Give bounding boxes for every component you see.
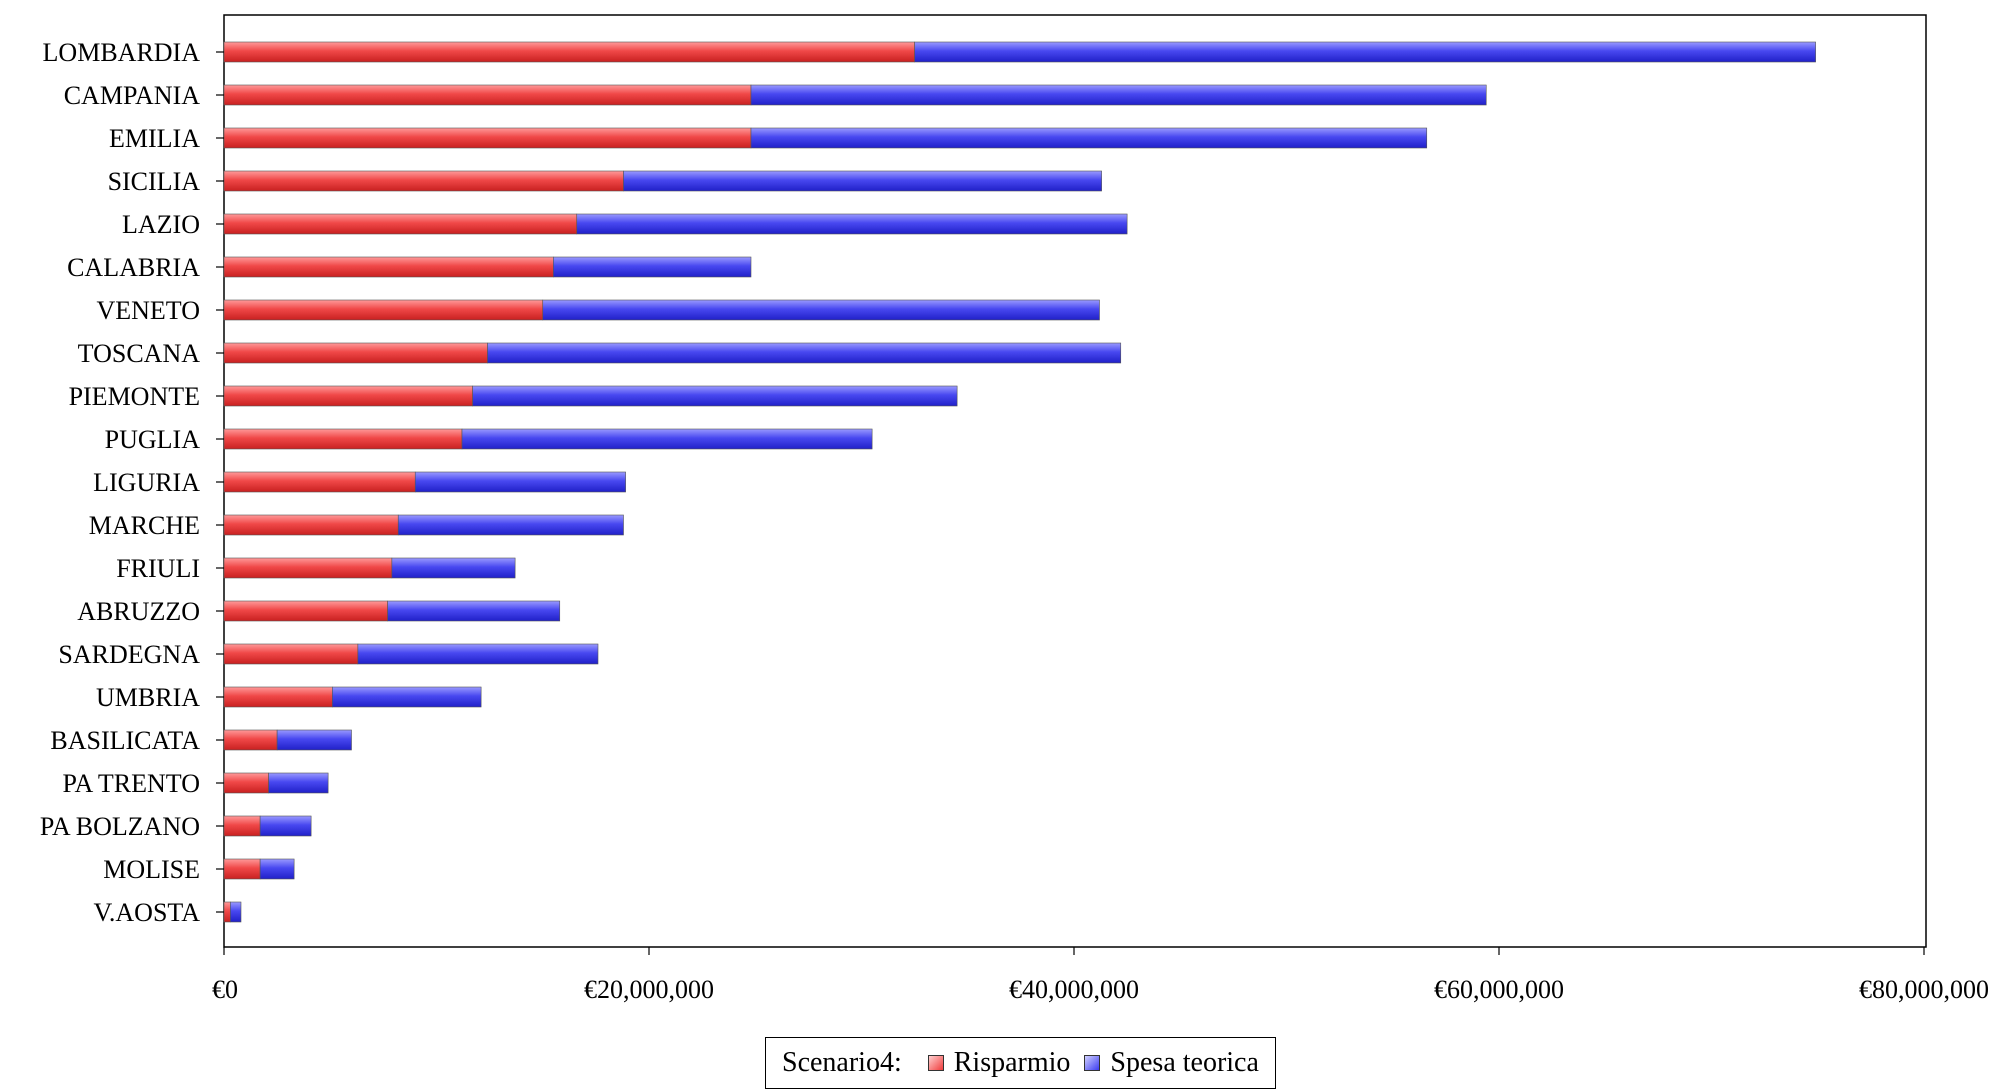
bar-abruzzo-spesa-teorica xyxy=(387,600,561,622)
category-label-sardegna: SARDEGNA xyxy=(58,640,200,669)
legend-label-risparmio: Risparmio xyxy=(953,1047,1071,1078)
bar-sardegna-risparmio xyxy=(223,643,359,665)
x-axis: €0 €20,000,000 €40,000,000 €60,000,000 €80,0… xyxy=(212,947,1989,1004)
category-label-molise: MOLISE xyxy=(103,855,200,884)
bar-veneto-spesa-teorica xyxy=(542,299,1100,321)
category-label-sicilia: SICILIA xyxy=(108,167,201,196)
bar-veneto-risparmio xyxy=(223,299,544,321)
category-label-puglia: PUGLIA xyxy=(105,425,201,454)
bar-toscana-risparmio xyxy=(223,342,488,364)
legend-label-spesa-teorica: Spesa teorica xyxy=(1110,1047,1259,1078)
legend-title: Scenario4: xyxy=(782,1047,902,1078)
bar-basilicata-risparmio xyxy=(223,729,278,751)
category-label-emilia: EMILIA xyxy=(109,124,200,153)
category-label-lombardia: LOMBARDIA xyxy=(43,38,201,67)
bar-pa-bolzano-risparmio xyxy=(223,815,261,837)
bar-pa-trento-spesa-teorica xyxy=(268,772,329,794)
bar-lombardia-spesa-teorica xyxy=(914,41,1816,63)
bar-pa-bolzano-spesa-teorica xyxy=(259,815,312,837)
x-tick-label-4: €80,000,000 xyxy=(1859,975,1989,1004)
bar-molise-spesa-teorica xyxy=(259,858,295,880)
bar-piemonte-spesa-teorica xyxy=(472,385,958,407)
legend-entry-risparmio: Risparmio xyxy=(927,1047,1071,1079)
category-label-campania: CAMPANIA xyxy=(64,81,201,110)
bar-lazio-risparmio xyxy=(223,213,578,235)
category-label-v-aosta: V.AOSTA xyxy=(93,898,200,927)
bar-friuli-spesa-teorica xyxy=(391,557,516,579)
bar-puglia-spesa-teorica xyxy=(461,428,873,450)
category-label-lazio: LAZIO xyxy=(122,210,200,239)
category-label-piemonte: PIEMONTE xyxy=(69,382,200,411)
bar-sardegna-spesa-teorica xyxy=(357,643,599,665)
bars-group xyxy=(223,41,1816,923)
bar-basilicata-spesa-teorica xyxy=(276,729,352,751)
bar-v-aosta-spesa-teorica xyxy=(230,901,242,923)
legend-entry-spesa-teorica: Spesa teorica xyxy=(1084,1047,1259,1079)
bar-umbria-risparmio xyxy=(223,686,333,708)
category-label-calabria: CALABRIA xyxy=(67,253,200,282)
bar-toscana-spesa-teorica xyxy=(487,342,1122,364)
bar-liguria-risparmio xyxy=(223,471,416,493)
category-labels: LOMBARDIA CAMPANIA EMILIA SICILIA LAZIO CALAB… xyxy=(40,38,224,927)
bar-friuli-risparmio xyxy=(223,557,393,579)
bar-pa-trento-risparmio xyxy=(223,772,269,794)
bar-campania-risparmio xyxy=(223,84,752,106)
bar-lazio-spesa-teorica xyxy=(576,213,1128,235)
bar-piemonte-risparmio xyxy=(223,385,473,407)
x-tick-label-0: €0 xyxy=(212,975,238,1004)
x-tick-label-2: €40,000,000 xyxy=(1009,975,1139,1004)
bar-sicilia-risparmio xyxy=(223,170,624,192)
legend-swatch-spesa-teorica xyxy=(1084,1055,1101,1071)
category-label-veneto: VENETO xyxy=(96,296,200,325)
bar-chart: LOMBARDIA CAMPANIA EMILIA SICILIA LAZIO CALAB… xyxy=(40,14,1989,1004)
bar-molise-risparmio xyxy=(223,858,261,880)
bar-emilia-risparmio xyxy=(223,127,752,149)
bar-marche-risparmio xyxy=(223,514,399,536)
bar-emilia-spesa-teorica xyxy=(750,127,1428,149)
bar-v-aosta-risparmio xyxy=(223,901,231,923)
bar-calabria-spesa-teorica xyxy=(553,256,752,278)
bar-calabria-risparmio xyxy=(223,256,554,278)
category-label-pa-bolzano: PA BOLZANO xyxy=(40,812,200,841)
category-label-umbria: UMBRIA xyxy=(96,683,200,712)
category-label-pa-trento: PA TRENTO xyxy=(62,769,200,798)
category-label-friuli: FRIULI xyxy=(116,554,200,583)
legend-swatch-risparmio xyxy=(927,1055,944,1071)
legend: Scenario4: Risparmio Spesa teorica xyxy=(765,1037,1276,1089)
bar-marche-spesa-teorica xyxy=(397,514,624,536)
bar-liguria-spesa-teorica xyxy=(414,471,626,493)
bar-puglia-risparmio xyxy=(223,428,463,450)
x-tick-label-3: €60,000,000 xyxy=(1434,975,1564,1004)
bar-lombardia-risparmio xyxy=(223,41,915,63)
x-tick-label-1: €20,000,000 xyxy=(584,975,714,1004)
category-label-toscana: TOSCANA xyxy=(78,339,201,368)
category-label-abruzzo: ABRUZZO xyxy=(77,597,200,626)
bar-sicilia-spesa-teorica xyxy=(623,170,1102,192)
bar-campania-spesa-teorica xyxy=(750,84,1487,106)
bar-umbria-spesa-teorica xyxy=(332,686,482,708)
bar-abruzzo-risparmio xyxy=(223,600,388,622)
category-label-liguria: LIGURIA xyxy=(93,468,200,497)
category-label-basilicata: BASILICATA xyxy=(50,726,200,755)
category-label-marche: MARCHE xyxy=(89,511,200,540)
